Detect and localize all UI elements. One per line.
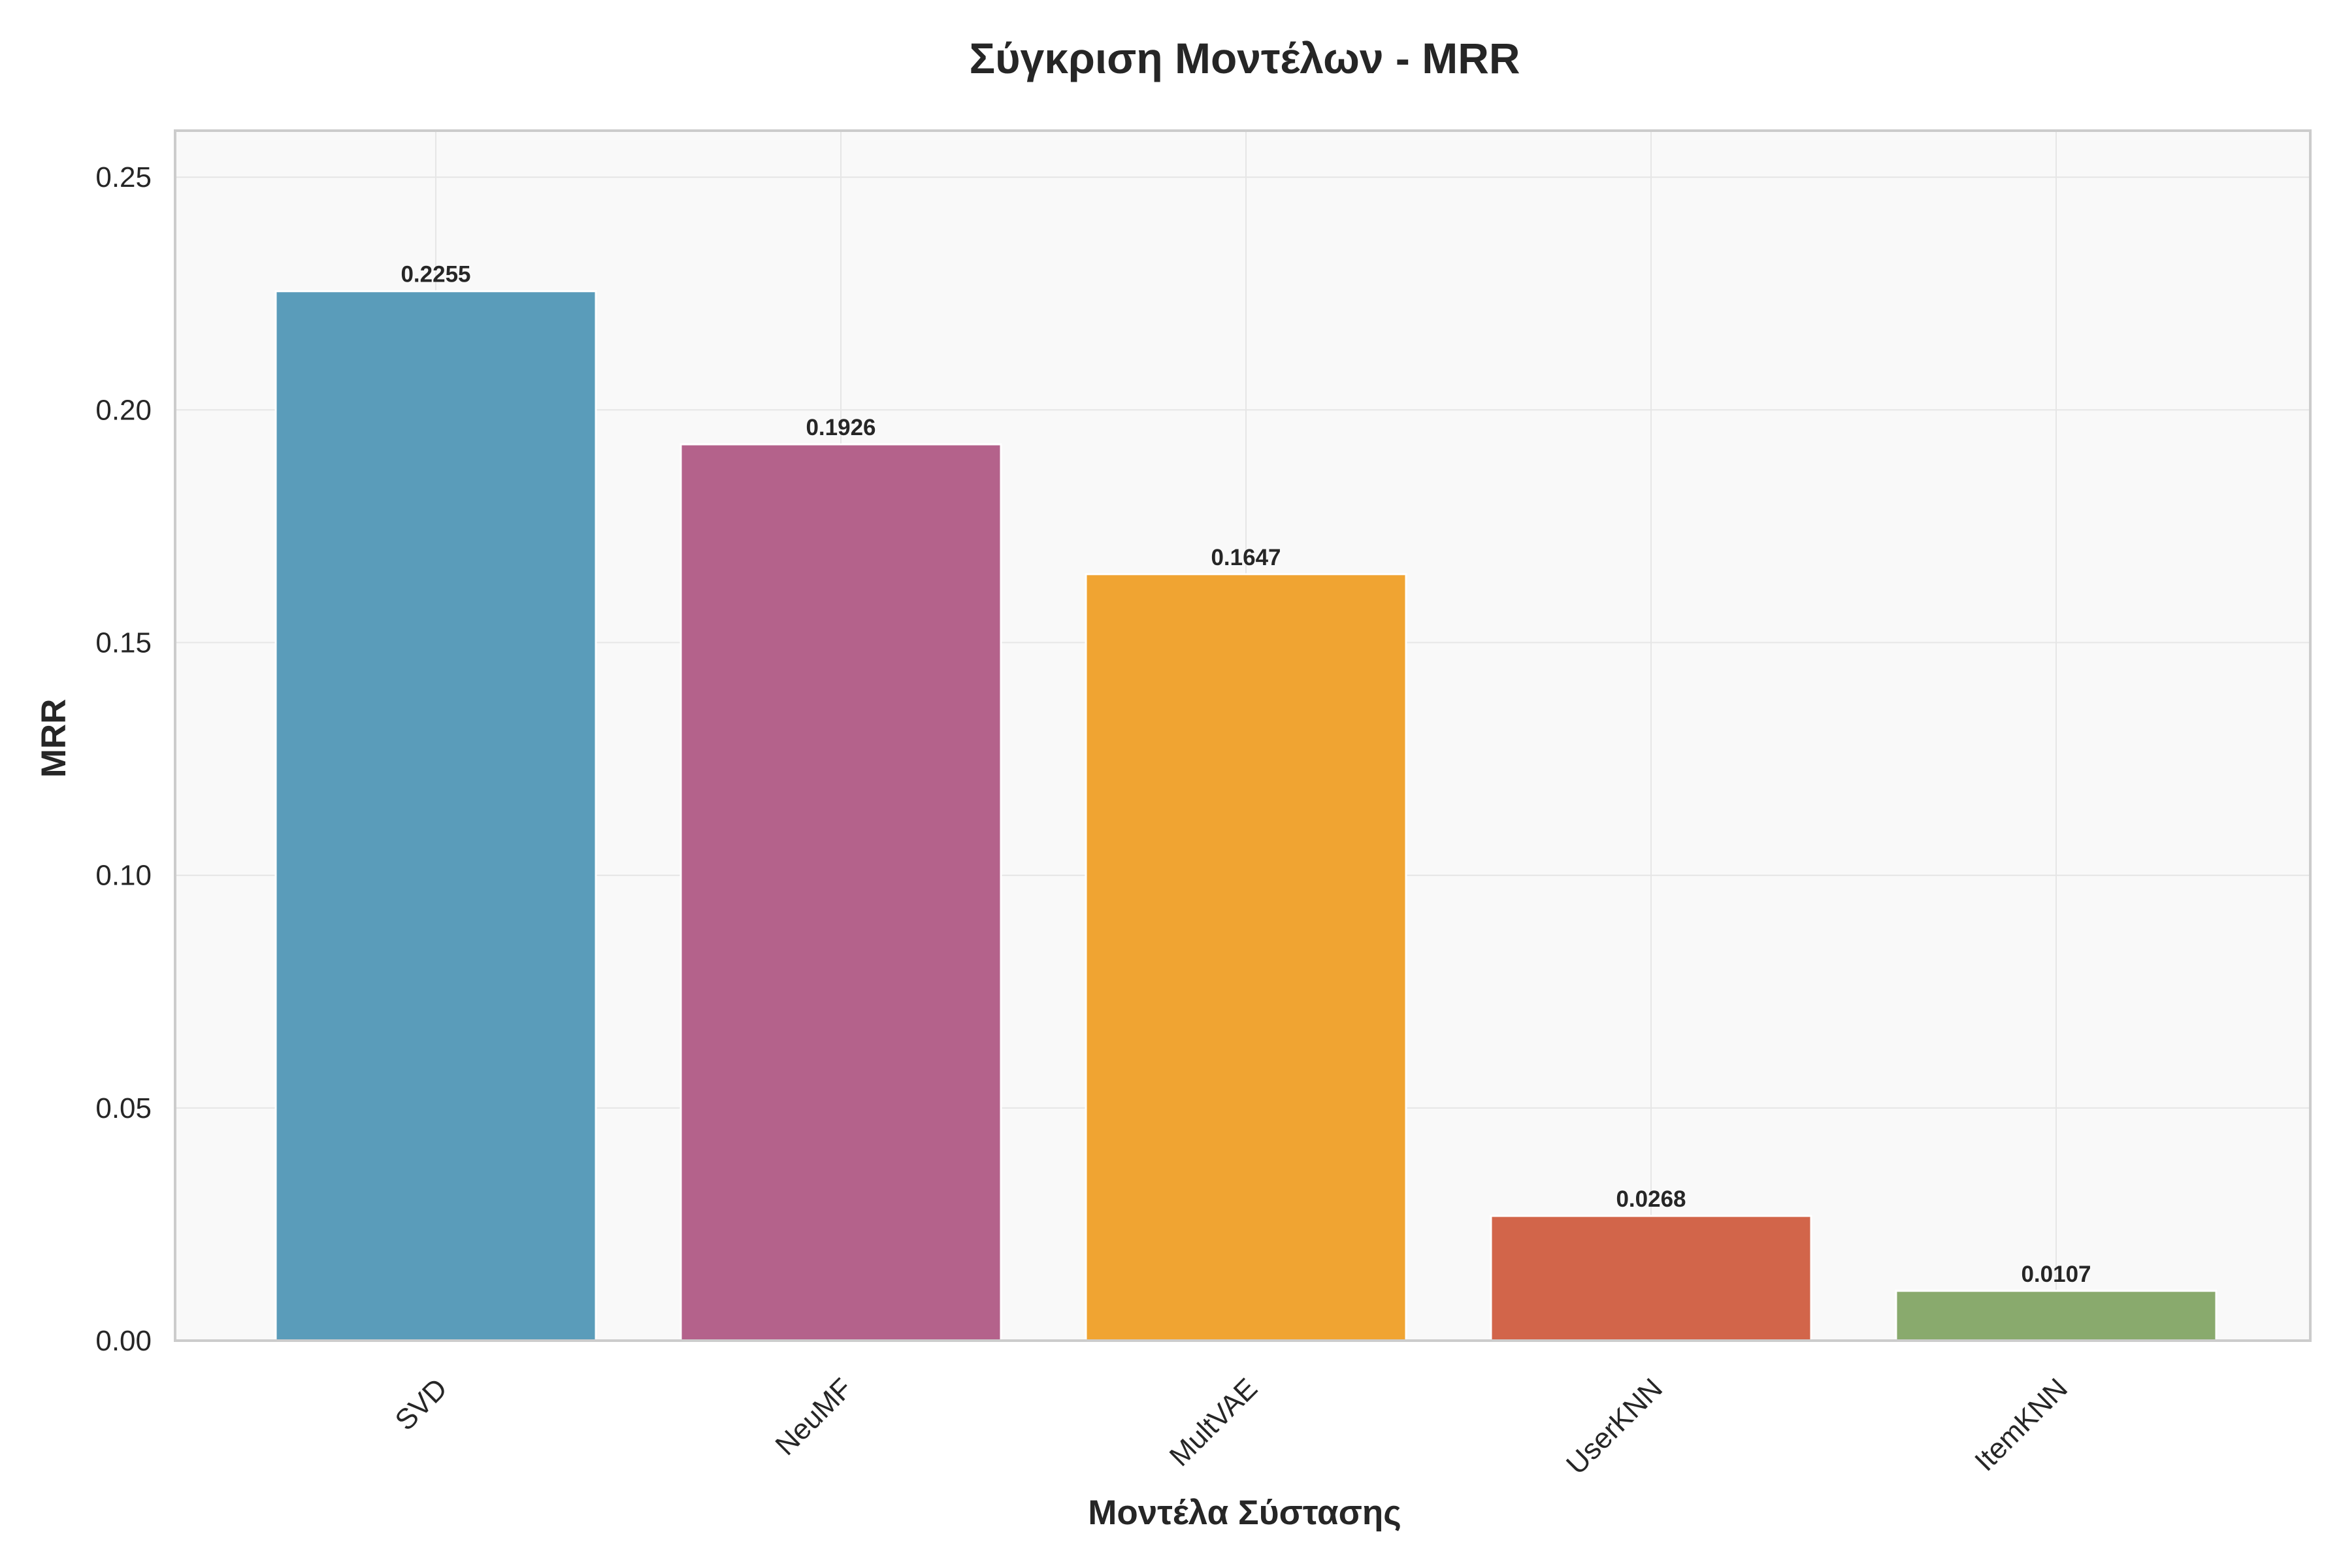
bar-neumf — [679, 443, 1002, 1342]
y-tick-label: 0.10 — [95, 860, 152, 892]
bar-multvae — [1085, 573, 1407, 1342]
bar-value-label: 0.2255 — [401, 262, 470, 287]
y-tick-label: 0.00 — [95, 1325, 152, 1357]
chart-title: Σύγκριση Μοντέλων - MRR — [969, 34, 1520, 82]
bar-value-label: 0.0268 — [1616, 1186, 1686, 1212]
bars — [274, 290, 2218, 1342]
bar-value-label: 0.1647 — [1211, 545, 1281, 570]
plot-frame — [174, 129, 2312, 1342]
bar-value-label: 0.1926 — [806, 415, 876, 440]
x-axis-label: Μοντέλα Σύστασης — [1088, 1494, 1401, 1532]
y-axis-label: MRR — [35, 699, 73, 778]
bar-svd — [274, 290, 597, 1342]
y-tick-label: 0.20 — [95, 394, 152, 426]
bar-userknn — [1490, 1215, 1812, 1342]
bar-value-label: 0.0107 — [2021, 1262, 2091, 1287]
y-tick-label: 0.05 — [95, 1092, 152, 1124]
bar-itemknn — [1895, 1290, 2218, 1342]
y-tick-label: 0.25 — [95, 161, 152, 193]
y-axis-ticks: 0.00 0.05 0.10 0.15 0.20 0.25 — [95, 161, 152, 1357]
bar-value-labels: 0.2255 0.1926 0.1647 0.0268 0.0107 — [401, 262, 2091, 1287]
y-tick-label: 0.15 — [95, 627, 152, 659]
